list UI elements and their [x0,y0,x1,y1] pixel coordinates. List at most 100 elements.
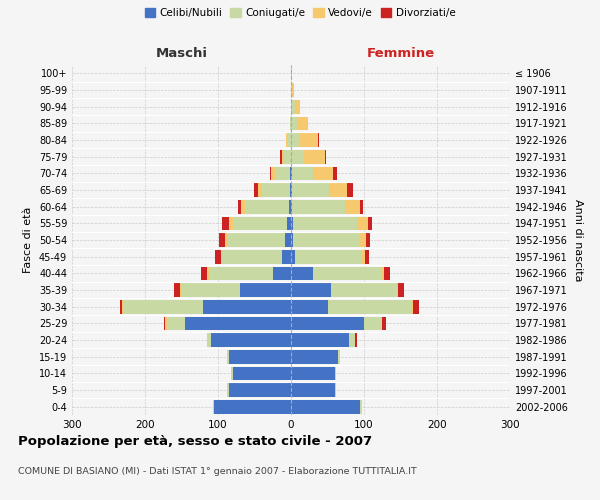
Bar [292,83,294,97]
Bar [241,200,245,213]
Bar [285,233,291,247]
Bar [287,133,291,147]
Bar [211,333,291,347]
Bar [291,250,295,264]
Bar [331,283,397,297]
Bar [291,233,293,247]
Bar [345,200,359,213]
Y-axis label: Anni di nascita: Anni di nascita [573,198,583,281]
Bar [254,183,258,197]
Bar [291,150,304,164]
Bar [229,350,291,364]
Bar [318,133,319,147]
Bar [226,233,227,247]
Bar [223,250,282,264]
Bar [231,366,233,380]
Bar [398,283,404,297]
Bar [300,133,318,147]
Bar [291,66,292,80]
Bar [280,150,281,164]
Bar [347,183,353,197]
Bar [291,266,313,280]
Bar [229,383,291,397]
Bar [295,100,301,114]
Text: Maschi: Maschi [155,47,208,60]
Bar [209,266,273,280]
Legend: Celibi/Nubili, Coniugati/e, Vedovi/e, Divorziati/e: Celibi/Nubili, Coniugati/e, Vedovi/e, Di… [142,5,458,21]
Bar [338,350,340,364]
Bar [295,250,362,264]
Bar [293,233,359,247]
Bar [273,266,291,280]
Y-axis label: Fasce di età: Fasce di età [23,207,33,273]
Bar [229,216,233,230]
Bar [366,233,370,247]
Bar [397,283,398,297]
Bar [291,216,293,230]
Bar [293,216,358,230]
Bar [362,250,365,264]
Bar [233,216,287,230]
Bar [325,150,326,164]
Bar [258,183,262,197]
Bar [270,166,271,180]
Bar [364,316,382,330]
Bar [123,300,203,314]
Bar [291,83,292,97]
Text: Popolazione per età, sesso e stato civile - 2007: Popolazione per età, sesso e stato civil… [18,435,372,448]
Text: Femmine: Femmine [367,47,434,60]
Bar [185,316,291,330]
Bar [289,200,291,213]
Bar [292,166,313,180]
Bar [180,283,182,297]
Bar [290,166,291,180]
Bar [240,283,291,297]
Bar [291,100,295,114]
Bar [207,333,211,347]
Bar [304,150,325,164]
Bar [359,200,363,213]
Bar [120,300,122,314]
Bar [291,200,292,213]
Bar [359,233,366,247]
Bar [385,266,390,280]
Bar [203,300,291,314]
Bar [215,250,221,264]
Bar [221,216,229,230]
Bar [220,233,226,247]
Bar [335,366,336,380]
Bar [281,150,284,164]
Bar [291,133,300,147]
Bar [349,333,355,347]
Bar [361,400,362,413]
Bar [292,183,329,197]
Bar [221,250,223,264]
Bar [227,233,285,247]
Bar [368,216,372,230]
Bar [207,266,209,280]
Bar [291,116,297,130]
Bar [291,400,361,413]
Bar [413,300,419,314]
Bar [291,183,292,197]
Bar [227,383,229,397]
Bar [382,266,385,280]
Bar [166,316,167,330]
Bar [291,316,364,330]
Bar [245,200,289,213]
Bar [271,166,275,180]
Bar [290,116,291,130]
Bar [313,266,382,280]
Bar [286,133,287,147]
Bar [282,250,291,264]
Bar [335,383,336,397]
Bar [382,316,386,330]
Bar [291,350,338,364]
Text: COMUNE DI BASIANO (MI) - Dati ISTAT 1° gennaio 2007 - Elaborazione TUTTITALIA.IT: COMUNE DI BASIANO (MI) - Dati ISTAT 1° g… [18,468,417,476]
Bar [291,300,328,314]
Bar [290,183,291,197]
Bar [358,216,368,230]
Bar [181,283,240,297]
Bar [329,183,347,197]
Bar [122,300,123,314]
